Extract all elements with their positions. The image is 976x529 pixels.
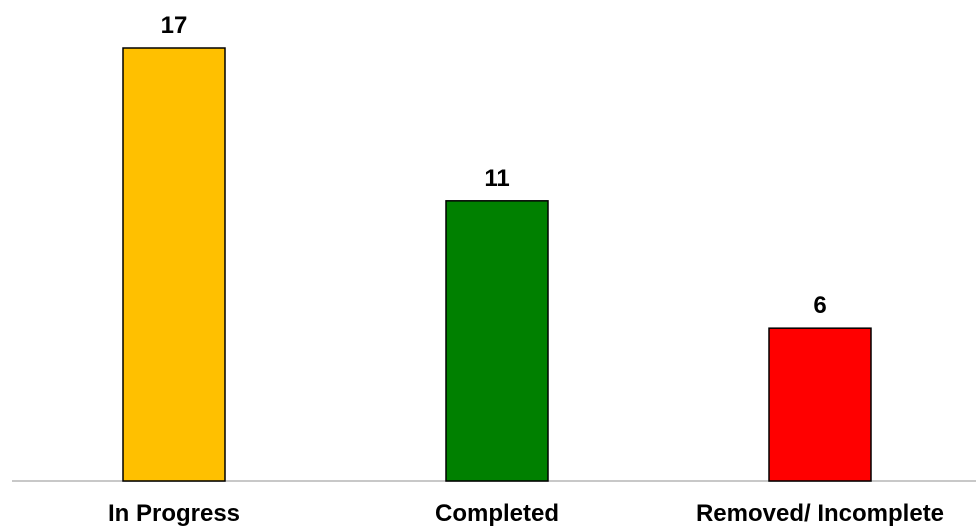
bar-2 <box>768 327 872 482</box>
category-labels-group: In Progress Completed Removed/ Incomplete <box>108 500 944 527</box>
data-label-0: 17 <box>161 12 188 39</box>
category-label-0: In Progress <box>108 500 240 527</box>
category-label-2: Removed/ Incomplete <box>696 500 944 527</box>
bar-1 <box>445 200 549 482</box>
bars-group <box>122 47 872 482</box>
data-label-2: 6 <box>813 292 826 319</box>
data-label-1: 11 <box>484 165 509 192</box>
bar-0 <box>122 47 226 482</box>
data-labels-group: 17 11 6 <box>161 12 827 319</box>
category-label-1: Completed <box>435 500 559 527</box>
